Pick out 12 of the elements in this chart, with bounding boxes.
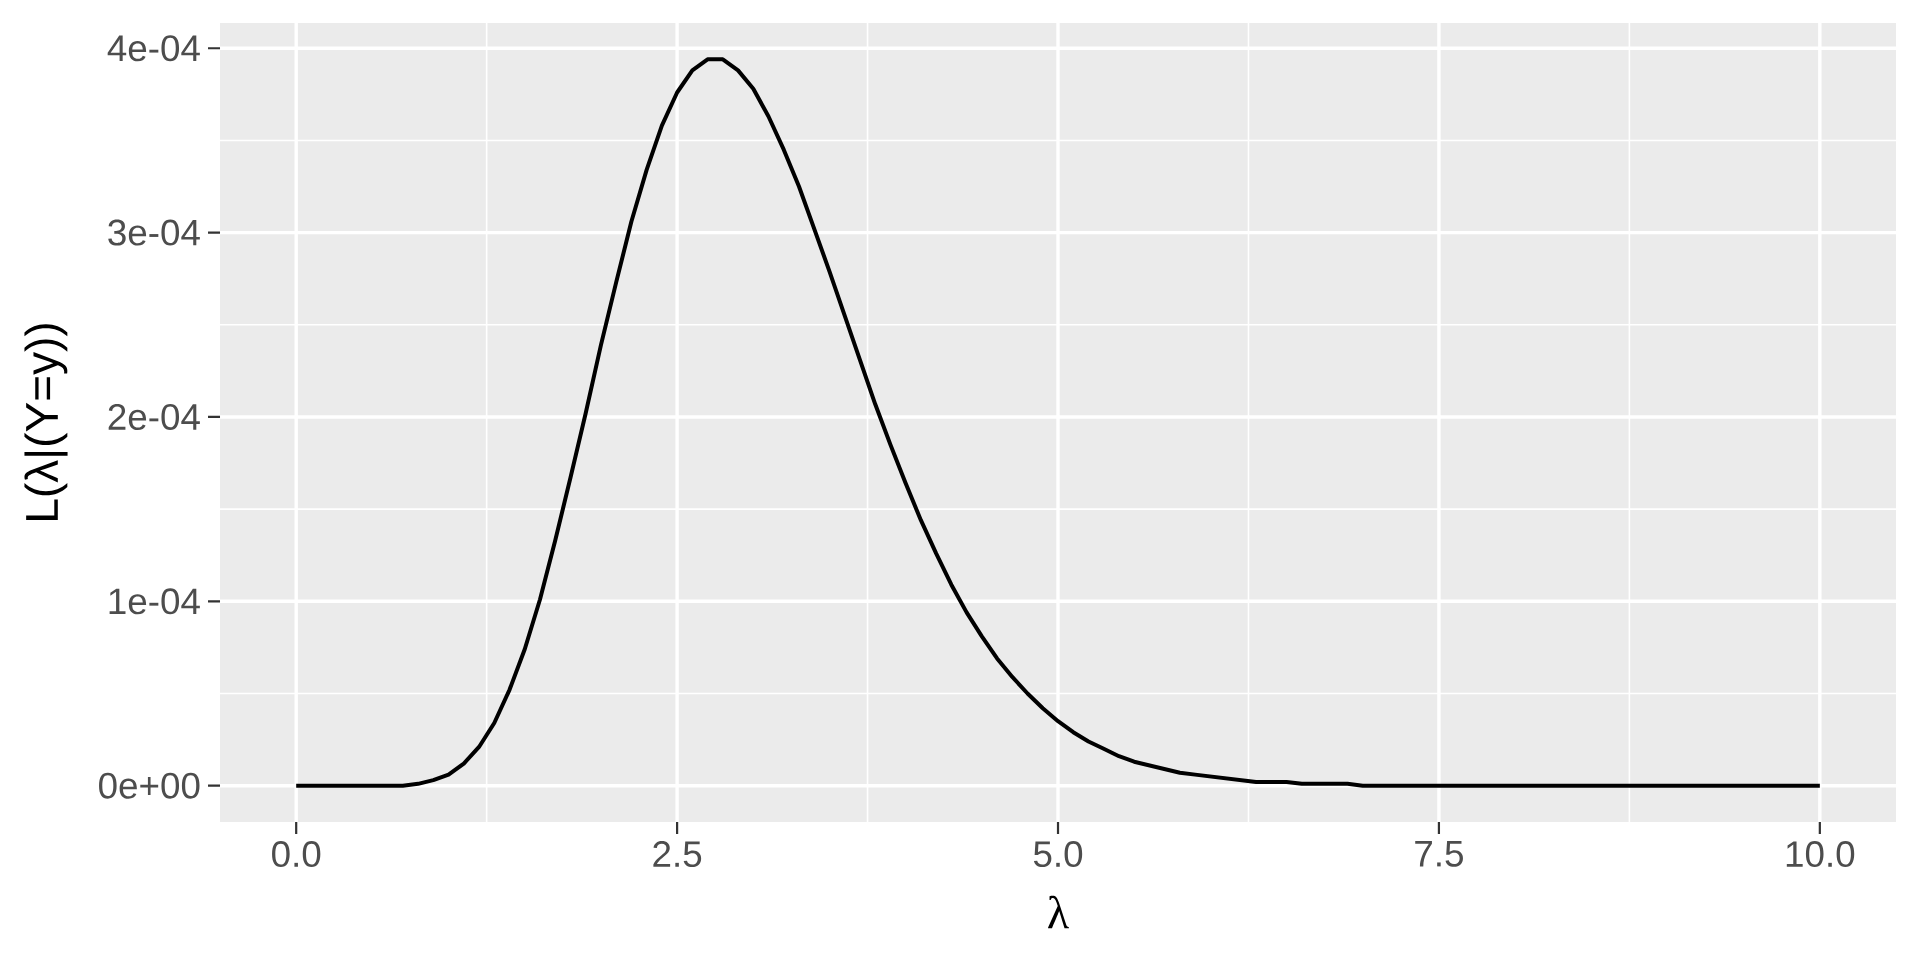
y-tick-label: 4e-04 xyxy=(107,35,200,62)
x-axis-title: λ xyxy=(1048,895,1069,929)
x-tick-label: 7.5 xyxy=(1415,841,1463,867)
y-tick-label: 0e+00 xyxy=(99,772,200,799)
x-tick-label: 0.0 xyxy=(272,841,321,868)
y-tick-label: 1e-04 xyxy=(109,588,200,615)
y-tick-label: 2e-04 xyxy=(108,403,200,430)
x-tick-label: 10.0 xyxy=(1786,841,1855,868)
x-tick-label: 5.0 xyxy=(1033,841,1083,868)
y-axis-title: L(λ|(Y=y)) xyxy=(24,324,68,520)
y-tick-label: 3e-04 xyxy=(108,219,200,246)
x-tick-label: 2.5 xyxy=(653,841,702,868)
